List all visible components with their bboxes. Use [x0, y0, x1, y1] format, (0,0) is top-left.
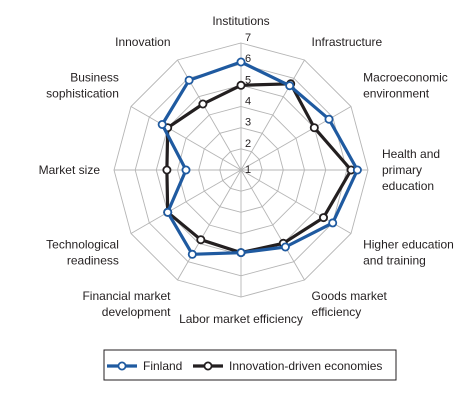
data-point [163, 207, 173, 217]
tick-label: 4 [245, 96, 251, 108]
axis-label: Health and primary education [382, 147, 440, 193]
legend-label: Finland [143, 359, 182, 373]
data-point [196, 235, 206, 245]
tick-labels: 1 2 3 4 5 6 7 [245, 32, 251, 176]
tick-label: 7 [245, 32, 251, 44]
tick-label: 2 [245, 138, 251, 150]
data-point [184, 75, 194, 85]
data-point [157, 120, 167, 130]
series-0 [157, 57, 362, 259]
data-point [328, 218, 338, 228]
grid [113, 42, 369, 298]
tick-label: 1 [245, 164, 251, 176]
tick-label: 5 [245, 74, 251, 86]
axis-label: Financial market development [82, 289, 171, 319]
axis-label: Goods market efficiency [312, 289, 388, 319]
grid-spoke [130, 169, 242, 234]
legend-swatch-marker [203, 361, 213, 371]
series-line [160, 60, 359, 256]
axis-label: Higher education and training [363, 238, 454, 268]
tick-label: 3 [245, 117, 251, 129]
grid-spoke [177, 169, 242, 281]
grid-spoke [130, 106, 242, 171]
data-point [198, 99, 208, 109]
legend: Finland Innovation-driven economies [103, 349, 397, 381]
data-point [181, 165, 191, 175]
axis-label: Macroeconomic environment [363, 71, 448, 101]
legend-box [103, 349, 397, 381]
grid-spoke [240, 59, 305, 171]
axis-labels: Institutions Infrastructure Macroeconomic e… [39, 14, 454, 326]
axis-label: Business sophistication [46, 71, 119, 101]
legend-swatch-marker [117, 361, 127, 371]
data-point [309, 123, 319, 133]
axis-label: Technological readiness [46, 238, 119, 268]
data-point [352, 165, 362, 175]
axis-label: Market size [39, 163, 101, 177]
legend-item: Innovation-driven economies [193, 359, 382, 373]
legend-item: Finland [107, 359, 182, 373]
data-point [280, 242, 290, 252]
data-point [162, 165, 172, 175]
data-point [318, 213, 328, 223]
data-point [236, 248, 246, 258]
tick-label: 6 [245, 53, 251, 65]
grid-spoke [240, 169, 305, 281]
axis-label: Innovation [115, 35, 170, 49]
data-point [236, 80, 246, 90]
data-point [187, 249, 197, 259]
legend-label: Innovation-driven economies [229, 359, 382, 373]
axis-label: Infrastructure [312, 35, 383, 49]
data-point [236, 57, 246, 67]
grid-spoke [240, 106, 352, 171]
series-group [157, 57, 362, 259]
data-point [285, 81, 295, 91]
axis-label: Institutions [212, 14, 269, 28]
data-point [324, 114, 334, 124]
axis-label: Labor market efficiency [179, 312, 303, 326]
